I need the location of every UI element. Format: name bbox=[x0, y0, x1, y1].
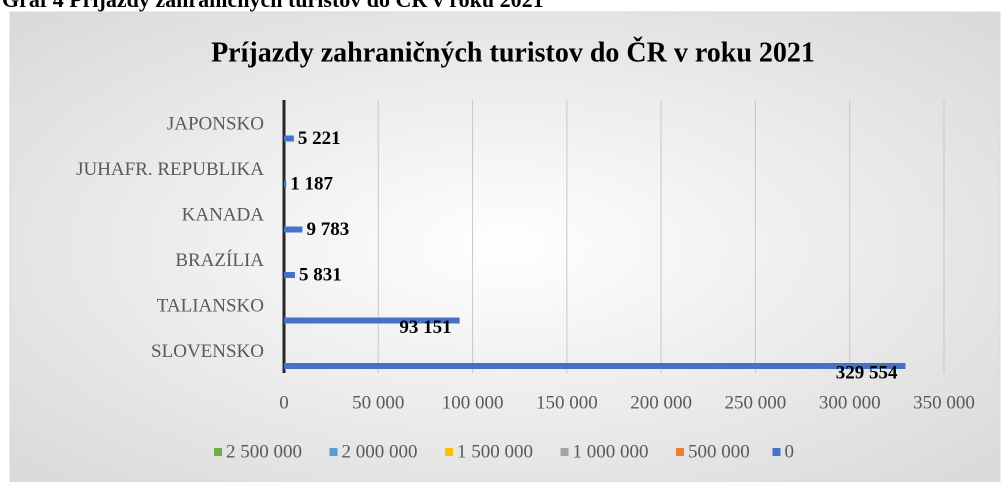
legend-label: 0 bbox=[785, 441, 795, 462]
legend-label: 1 000 000 bbox=[573, 441, 649, 462]
x-tick-label: 100 000 bbox=[442, 392, 504, 413]
x-tick-label: 150 000 bbox=[536, 392, 598, 413]
caption: Graf 4 Príjazdy zahraničných turistov do… bbox=[2, 0, 544, 12]
chart-area bbox=[9, 11, 1001, 483]
y-tick-label: JAPONSKO bbox=[167, 113, 264, 134]
y-tick-label: JUHAFR. REPUBLIKA bbox=[76, 159, 264, 180]
legend-label: 1 500 000 bbox=[457, 441, 533, 462]
legend-swatch bbox=[676, 448, 684, 456]
legend-label: 2 000 000 bbox=[342, 441, 418, 462]
legend-swatch bbox=[214, 448, 222, 456]
x-tick-label: 250 000 bbox=[725, 392, 787, 413]
data-label: 93 151 bbox=[399, 317, 451, 338]
x-tick-label: 300 000 bbox=[819, 392, 881, 413]
chart-title: Príjazdy zahraničných turistov do ČR v r… bbox=[211, 37, 815, 68]
y-tick-label: BRAZÍLIA bbox=[175, 249, 264, 271]
bar bbox=[284, 363, 906, 369]
data-label: 9 783 bbox=[306, 219, 349, 240]
x-tick-label: 350 000 bbox=[913, 392, 975, 413]
data-label: 5 221 bbox=[298, 128, 341, 149]
legend-label: 500 000 bbox=[688, 441, 750, 462]
legend-swatch bbox=[560, 448, 569, 456]
data-label: 5 831 bbox=[299, 264, 342, 285]
bar bbox=[284, 181, 287, 187]
y-tick-label: TALIANSKO bbox=[157, 295, 264, 316]
x-tick-label: 50 000 bbox=[352, 392, 404, 413]
bar bbox=[284, 272, 295, 278]
legend-swatch bbox=[329, 448, 338, 456]
legend-swatch bbox=[445, 448, 453, 456]
data-label: 1 187 bbox=[290, 173, 333, 194]
bar bbox=[284, 317, 460, 324]
x-tick-label: 0 bbox=[279, 392, 289, 413]
bar bbox=[284, 135, 294, 142]
legend-label: 2 500 000 bbox=[226, 441, 302, 462]
x-tick-label: 200 000 bbox=[630, 392, 692, 413]
bar bbox=[284, 226, 303, 233]
legend-swatch bbox=[772, 448, 781, 456]
y-tick-label: KANADA bbox=[182, 204, 265, 225]
y-tick-label: SLOVENSKO bbox=[151, 341, 264, 362]
data-label: 329 554 bbox=[836, 362, 898, 383]
